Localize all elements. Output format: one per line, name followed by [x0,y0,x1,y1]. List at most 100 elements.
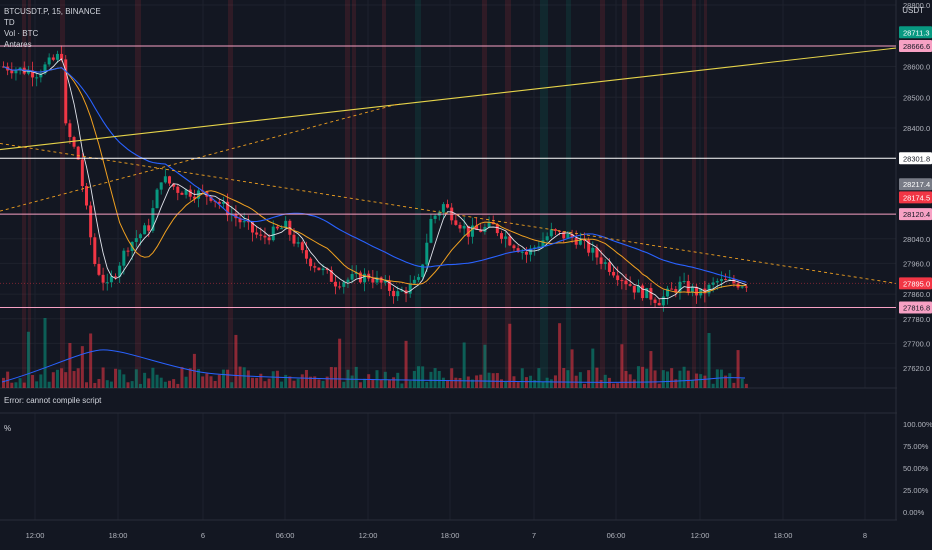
volume-bar [678,370,682,388]
highlight-bands [22,0,707,388]
time-axis-tick: 18:00 [109,531,128,540]
volume-bar [251,377,254,388]
candle-down [595,247,599,258]
volume-bar [487,372,491,388]
candle-down [60,53,64,60]
volume-bar [649,351,653,388]
candle-down [325,268,329,271]
volume-bar [641,366,645,388]
volume-bar [39,374,43,388]
candle-up [408,283,412,294]
volume-bar [475,375,479,388]
volume-bar [458,378,462,388]
candle-down [97,264,101,275]
volume-bar [599,380,603,388]
ma-mid-line [3,66,747,294]
volume-bar [76,368,80,388]
candle-up [728,279,732,281]
candle-up [109,276,113,283]
volume-bar [541,381,545,388]
volume-bar [26,331,30,388]
signal-band [482,0,487,388]
volume-bar [516,382,520,388]
candle-up [487,221,491,227]
symbol-title[interactable]: BTCUSDT.P, 15, BINANCE [4,7,101,16]
indicator-volume[interactable]: Vol · BTC [4,29,39,38]
candle-down [454,220,458,225]
volume-bar [728,373,732,388]
candle-down [246,221,250,223]
candle-down [732,279,736,284]
candle-up [545,236,549,241]
candle-up [549,229,553,237]
candle-up [603,262,607,264]
volume-bar [47,381,51,388]
signal-band [415,0,421,388]
volume-bar [313,376,317,388]
volume-bar [130,381,134,388]
price-axis-tick: 28600.0 [903,63,930,72]
candle-down [624,280,628,285]
volume-bar [325,376,329,388]
candle-down [612,271,616,276]
price-tag-value: 28120.4 [903,210,930,219]
volume-bar [387,379,391,388]
candle-up [470,225,474,237]
volume-bar [433,368,437,388]
volume-bar [595,367,599,388]
candle-up [342,282,346,287]
candle-up [122,250,126,266]
lower-pane-tick: 100.00% [903,420,932,429]
candle-down [275,226,279,229]
volume-bar [578,372,582,388]
candle-down [309,258,313,267]
volume-bar [309,376,313,388]
volume-bar [491,373,495,388]
volume-bar [180,366,184,388]
volume-bar [524,377,528,388]
candle-down [217,201,221,204]
lower-pane-label: % [4,424,12,433]
candle-down [238,218,242,223]
candle-down [479,229,483,232]
candle-down [512,245,516,249]
candle-down [358,272,362,283]
candle-up [134,238,138,242]
candle-down [267,237,271,241]
candle-down [334,281,337,287]
volume-bar [267,378,271,388]
candle-up [159,182,163,190]
indicator-td[interactable]: TD [4,18,15,27]
candle-up [383,280,387,283]
volume-bar [358,382,362,388]
candle-down [329,270,333,282]
candle-down [670,288,674,290]
candle-down [744,286,748,288]
volume-bar [155,374,159,388]
ma-slow-line [3,66,747,283]
candle-down [226,201,230,216]
volume-bar [740,378,744,388]
candle-down [259,234,263,236]
time-axis-tick: 12:00 [691,531,710,540]
volume-bar [338,338,342,388]
candle-up [155,189,159,209]
indicator-antares[interactable]: Antares [4,40,32,49]
volume-bar [682,366,686,388]
volume-bar [176,383,180,388]
volume-bar [591,348,595,388]
candle-up [138,234,142,239]
candle-up [105,282,109,284]
candle-down [392,290,396,297]
time-axis-tick: 12:00 [359,531,378,540]
currency-label[interactable]: USDT [902,6,924,15]
candle-up [14,69,18,74]
signal-band [22,0,26,388]
volume-bar [201,376,205,388]
volume-bar [14,382,18,388]
volume-bar [711,383,715,388]
volume-bar [226,369,230,388]
signal-band [135,0,141,388]
